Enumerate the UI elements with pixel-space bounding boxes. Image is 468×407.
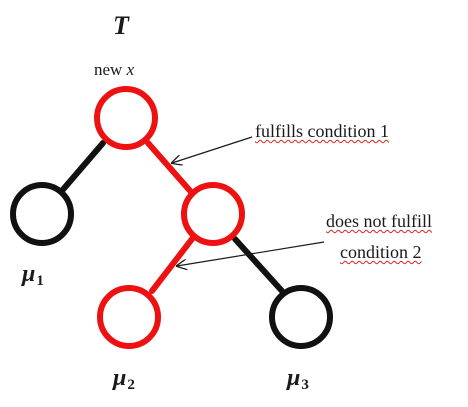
arrow-condition2 xyxy=(177,241,325,266)
annotation-condition2-line1: does not fulfill xyxy=(326,211,432,231)
annotation-condition2-line2: condition 2 xyxy=(340,242,422,262)
arrow-condition1 xyxy=(172,136,253,163)
leaf-label-mu1: μ1 xyxy=(22,262,44,289)
leaf-index: 2 xyxy=(127,377,135,393)
tree-title: T xyxy=(113,11,129,40)
edge-internal-to-mu2 xyxy=(149,236,195,294)
root-node xyxy=(94,86,158,150)
leaf-index: 3 xyxy=(301,377,309,393)
leaf-symbol: μ xyxy=(22,261,36,287)
root-label-variable: x xyxy=(126,60,135,79)
leaf-symbol: μ xyxy=(287,365,301,391)
annotation-condition1: fulfills condition 1 xyxy=(255,121,389,141)
leaf-symbol: μ xyxy=(113,365,127,391)
edge-root-to-left-leaf xyxy=(57,140,106,196)
leaf-label-mu2: μ2 xyxy=(113,366,135,393)
internal-node xyxy=(181,182,245,246)
root-label-prefix: new xyxy=(94,60,127,79)
root-node-label: new x xyxy=(94,61,134,78)
leaf-label-mu3: μ3 xyxy=(287,366,309,393)
edge-internal-to-mu3 xyxy=(232,236,285,294)
edge-root-to-internal xyxy=(145,140,195,196)
leaf-node-mu1 xyxy=(10,182,74,246)
leaf-index: 1 xyxy=(36,273,44,289)
leaf-node-mu3 xyxy=(269,285,333,349)
leaf-node-mu2 xyxy=(97,285,161,349)
